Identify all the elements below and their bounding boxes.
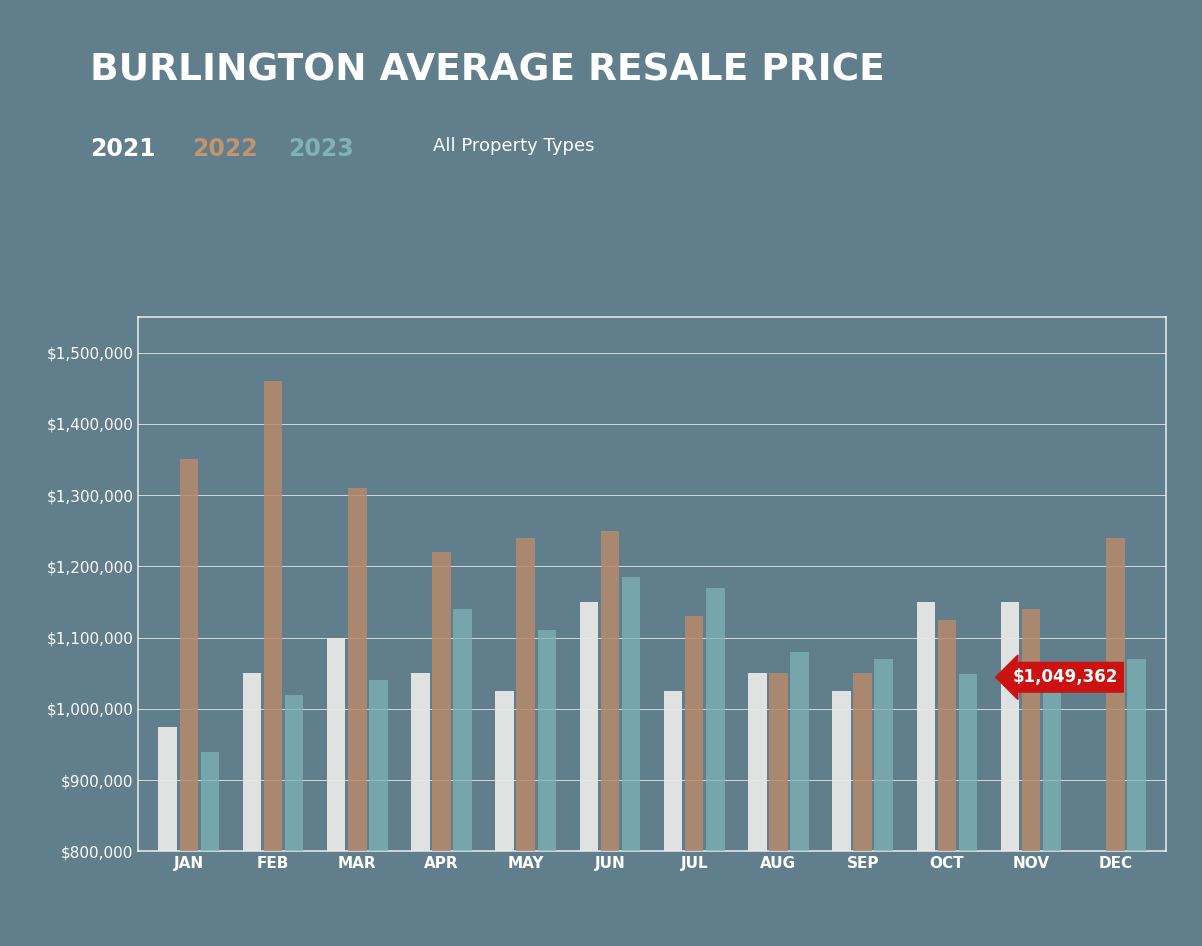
Bar bbox=[959, 674, 977, 851]
Bar bbox=[853, 674, 871, 851]
Bar bbox=[706, 587, 725, 851]
Bar bbox=[537, 630, 557, 851]
Bar bbox=[685, 616, 703, 851]
Bar bbox=[517, 538, 535, 851]
Bar bbox=[201, 752, 219, 851]
Bar bbox=[433, 552, 451, 851]
Bar bbox=[349, 488, 367, 851]
Bar bbox=[369, 680, 387, 851]
Bar bbox=[1001, 602, 1019, 851]
Text: $1,049,362: $1,049,362 bbox=[1012, 668, 1118, 686]
Bar bbox=[411, 674, 429, 851]
Bar bbox=[243, 674, 261, 851]
Bar bbox=[917, 602, 935, 851]
Bar bbox=[790, 652, 809, 851]
Bar bbox=[1106, 538, 1125, 851]
Text: 2021: 2021 bbox=[90, 137, 156, 161]
Bar bbox=[664, 691, 683, 851]
Bar bbox=[1022, 609, 1041, 851]
Bar bbox=[179, 460, 198, 851]
Bar bbox=[1127, 659, 1146, 851]
Bar bbox=[621, 577, 641, 851]
Bar bbox=[601, 531, 619, 851]
Bar bbox=[748, 674, 767, 851]
Bar bbox=[832, 691, 851, 851]
Bar bbox=[495, 691, 514, 851]
Text: BURLINGTON AVERAGE RESALE PRICE: BURLINGTON AVERAGE RESALE PRICE bbox=[90, 52, 885, 88]
Bar bbox=[263, 381, 282, 851]
Bar bbox=[1043, 691, 1061, 851]
Bar bbox=[769, 674, 787, 851]
Text: All Property Types: All Property Types bbox=[433, 137, 594, 155]
Bar bbox=[159, 727, 177, 851]
Bar bbox=[453, 609, 472, 851]
Text: 2023: 2023 bbox=[288, 137, 355, 161]
Bar bbox=[579, 602, 599, 851]
Text: 2022: 2022 bbox=[192, 137, 258, 161]
Bar bbox=[875, 659, 893, 851]
Bar bbox=[285, 694, 303, 851]
Bar bbox=[327, 638, 345, 851]
Bar bbox=[938, 620, 956, 851]
